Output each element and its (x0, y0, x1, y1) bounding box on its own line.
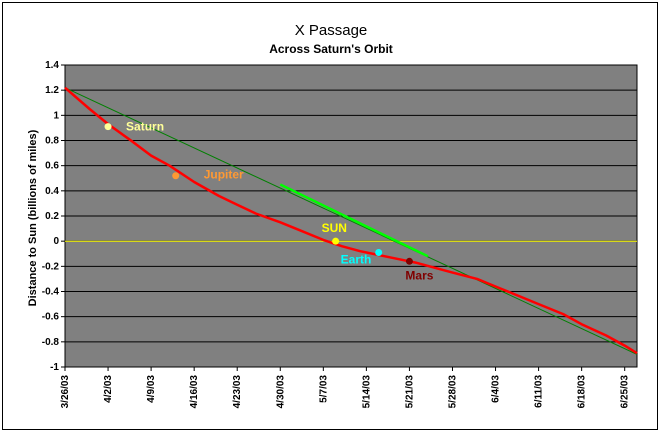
y-tick-label: 1.2 (45, 85, 59, 96)
y-tick-label: 0.8 (45, 136, 59, 147)
y-tick-label: 0.4 (45, 186, 59, 197)
x-tick-label: 6/25/03 (620, 375, 631, 409)
chart-svg: X Passage Across Saturn's Orbit 1.4 1.2 1 0… (27, 22, 638, 409)
chart-frame: X Passage Across Saturn's Orbit 1.4 1.2 1 0… (2, 2, 658, 430)
y-tick-label: 1 (53, 110, 59, 121)
x-tick-label: 4/30/03 (275, 375, 286, 409)
marker-saturn (104, 123, 112, 131)
y-tick-label: -1 (50, 362, 59, 373)
label-saturn: Saturn (126, 120, 164, 134)
marker-mars (405, 257, 413, 265)
label-jupiter: Jupiter (204, 168, 244, 182)
marker-jupiter (172, 172, 180, 180)
y-axis-title: Distance to Sun (billions of miles) (27, 129, 39, 306)
marker-earth (375, 248, 383, 256)
y-tick-label: 0.6 (45, 161, 59, 172)
x-tick-label: 6/4/03 (491, 375, 502, 403)
chart-subtitle: Across Saturn's Orbit (269, 42, 393, 56)
y-tick-label: 1.4 (45, 60, 59, 71)
x-tick-label: 4/9/03 (146, 375, 157, 403)
x-tick-label: 4/23/03 (232, 375, 243, 409)
x-tick-label: 5/7/03 (318, 375, 329, 403)
chart-title: X Passage (295, 22, 368, 39)
x-tick-label: 6/11/03 (534, 375, 545, 408)
label-earth: Earth (341, 252, 372, 266)
x-tick-label: 3/26/03 (60, 375, 71, 409)
y-tick-label: -0.4 (42, 287, 60, 298)
y-tick-label: 0.2 (45, 211, 59, 222)
y-tick-label: -0.2 (42, 261, 60, 272)
series-line (64, 86, 638, 355)
x-tick-label: 5/14/03 (361, 375, 372, 409)
y-tick-label: 0 (53, 236, 59, 247)
series-line (64, 87, 638, 355)
plot-area: 1.4 1.2 1 0.8 0.6 0.4 0.2 0 -0.2 -0.4 -0.6 -0.8 -13/… (42, 60, 638, 409)
x-tick-label: 6/18/03 (577, 375, 588, 409)
x-tick-label: 4/2/03 (103, 375, 114, 403)
series-line (279, 183, 429, 258)
x-tick-label: 4/16/03 (189, 375, 200, 409)
label-sun: SUN (322, 221, 347, 235)
y-tick-label: -0.6 (42, 312, 60, 323)
x-tick-label: 5/28/03 (447, 375, 458, 409)
x-tick-label: 5/21/03 (404, 375, 415, 409)
marker-sun (332, 237, 340, 245)
y-tick-label: -0.8 (42, 337, 60, 348)
label-mars: Mars (405, 268, 433, 282)
